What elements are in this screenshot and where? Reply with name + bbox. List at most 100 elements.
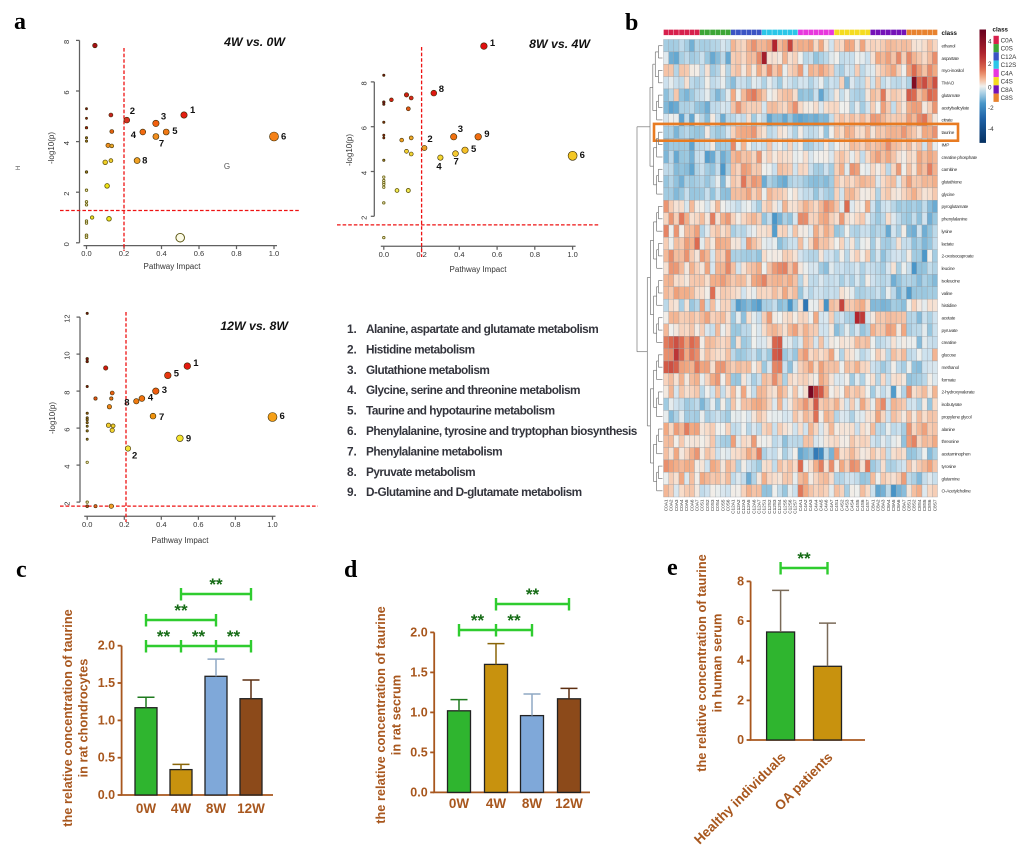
svg-text:acetylsalicylate: acetylsalicylate <box>942 105 970 110</box>
svg-text:C4S2: C4S2 <box>839 499 844 511</box>
svg-text:8: 8 <box>360 81 369 85</box>
svg-text:C12A: C12A <box>1001 54 1018 61</box>
svg-text:1.5: 1.5 <box>410 665 427 679</box>
svg-text:creatine phosphate: creatine phosphate <box>942 155 978 160</box>
svg-text:Alanine, aspartate and glutama: Alanine, aspartate and glutamate metabol… <box>366 322 598 336</box>
svg-text:0W: 0W <box>449 796 470 811</box>
svg-text:**: ** <box>797 549 811 568</box>
svg-text:**: ** <box>192 627 206 646</box>
svg-text:C12S3: C12S3 <box>772 499 777 514</box>
svg-text:1.0: 1.0 <box>269 249 279 258</box>
svg-text:C0A7: C0A7 <box>695 499 700 511</box>
svg-text:1: 1 <box>193 358 199 369</box>
svg-text:C4A5: C4A5 <box>819 499 824 511</box>
svg-text:C4A: C4A <box>1001 70 1014 77</box>
svg-text:C8A2: C8A2 <box>875 499 880 511</box>
svg-text:4: 4 <box>360 171 369 175</box>
svg-text:in rat secrum: in rat secrum <box>389 675 404 755</box>
svg-text:4: 4 <box>63 465 72 469</box>
svg-text:Phenylalanine metabolism: Phenylalanine metabolism <box>366 444 502 458</box>
svg-text:0.0: 0.0 <box>379 250 389 259</box>
svg-text:acetaminophen: acetaminophen <box>942 452 971 457</box>
svg-text:7: 7 <box>454 157 459 168</box>
svg-text:glucose: glucose <box>942 353 957 358</box>
svg-text:2: 2 <box>63 502 72 506</box>
svg-text:tyrosine: tyrosine <box>942 464 957 469</box>
svg-text:in rat chondrocytes: in rat chondrocytes <box>76 659 91 778</box>
svg-text:class: class <box>993 27 1009 34</box>
svg-text:1: 1 <box>190 105 196 116</box>
svg-text:G: G <box>224 162 230 171</box>
svg-text:methanol: methanol <box>942 365 959 370</box>
svg-text:0.4: 0.4 <box>156 249 166 258</box>
svg-text:1.0: 1.0 <box>267 520 277 529</box>
svg-text:-log10(p): -log10(p) <box>47 132 56 164</box>
svg-text:C8A7: C8A7 <box>901 499 906 511</box>
svg-text:C8A: C8A <box>1001 87 1014 94</box>
svg-text:c: c <box>16 557 27 583</box>
svg-text:C12S5: C12S5 <box>782 499 787 514</box>
svg-text:Pyruvate metabolism: Pyruvate metabolism <box>366 465 475 479</box>
svg-text:1: 1 <box>490 38 496 49</box>
svg-text:Taurine and hypotaurine metabo: Taurine and hypotaurine metabolism <box>366 404 555 418</box>
svg-text:12W: 12W <box>555 796 583 811</box>
svg-text:4: 4 <box>436 162 442 173</box>
svg-text:2.: 2. <box>347 342 357 356</box>
svg-text:0: 0 <box>737 733 744 747</box>
svg-text:acetate: acetate <box>942 316 956 321</box>
svg-text:in human serum: in human serum <box>710 614 725 713</box>
svg-text:0.6: 0.6 <box>194 249 204 258</box>
svg-text:0.5: 0.5 <box>98 751 115 765</box>
svg-text:C12A1: C12A1 <box>731 499 736 514</box>
svg-text:6.: 6. <box>347 424 357 438</box>
svg-text:0.4: 0.4 <box>454 250 464 259</box>
svg-text:1.0: 1.0 <box>98 713 115 727</box>
svg-text:12: 12 <box>63 314 72 322</box>
svg-text:0.0: 0.0 <box>82 520 92 529</box>
svg-text:taurine: taurine <box>942 130 955 135</box>
svg-text:C0S2: C0S2 <box>705 499 710 511</box>
svg-text:isoleucine: isoleucine <box>942 278 961 283</box>
svg-text:4: 4 <box>148 393 154 404</box>
svg-text:Glycine, serine and threonine: Glycine, serine and threonine metabolism <box>366 383 580 397</box>
svg-text:C4A3: C4A3 <box>808 499 813 511</box>
svg-text:isobutyrate: isobutyrate <box>942 402 963 407</box>
svg-text:2-hydroxyvalerate: 2-hydroxyvalerate <box>942 390 976 395</box>
svg-text:valine: valine <box>942 291 953 296</box>
svg-text:8.: 8. <box>347 465 357 479</box>
svg-text:glutamine: glutamine <box>942 476 961 481</box>
svg-text:C0A5: C0A5 <box>684 499 689 511</box>
svg-text:Glutathione metabolism: Glutathione metabolism <box>366 363 489 377</box>
svg-text:creatine: creatine <box>942 340 957 345</box>
svg-text:C8A3: C8A3 <box>881 499 886 511</box>
svg-text:the relative concentration of: the relative concentration of taurine <box>60 609 75 827</box>
svg-text:aspartate: aspartate <box>942 56 960 61</box>
svg-text:O-Acetylcholine: O-Acetylcholine <box>942 489 972 494</box>
svg-text:b: b <box>625 10 638 36</box>
svg-text:4.: 4. <box>347 383 357 397</box>
svg-text:2.0: 2.0 <box>410 625 427 639</box>
svg-text:C0S5: C0S5 <box>720 499 725 511</box>
svg-text:8: 8 <box>62 40 71 44</box>
svg-text:histidine: histidine <box>942 303 958 308</box>
svg-text:the relative concentration of: the relative concentration of taurine <box>694 554 709 772</box>
svg-text:2: 2 <box>427 134 432 145</box>
svg-text:myo-inositol: myo-inositol <box>942 68 964 73</box>
svg-text:C8S6: C8S6 <box>927 499 932 511</box>
svg-text:Pathway Impact: Pathway Impact <box>152 536 210 545</box>
svg-text:3: 3 <box>161 111 166 122</box>
svg-text:**: ** <box>209 575 223 594</box>
svg-text:C8S7: C8S7 <box>932 499 937 511</box>
svg-text:C4S5: C4S5 <box>855 499 860 511</box>
svg-text:pyroglutamate: pyroglutamate <box>942 204 969 209</box>
svg-text:C12S4: C12S4 <box>777 499 782 514</box>
svg-text:4: 4 <box>62 141 71 145</box>
svg-text:4W: 4W <box>486 796 507 811</box>
svg-text:C4S3: C4S3 <box>844 499 849 511</box>
svg-text:leucine: leucine <box>942 266 956 271</box>
svg-text:C8S2: C8S2 <box>912 499 917 511</box>
svg-text:0.0: 0.0 <box>81 249 91 258</box>
svg-text:alanine: alanine <box>942 427 956 432</box>
svg-text:0.2: 0.2 <box>119 520 129 529</box>
svg-text:0W: 0W <box>136 801 157 816</box>
